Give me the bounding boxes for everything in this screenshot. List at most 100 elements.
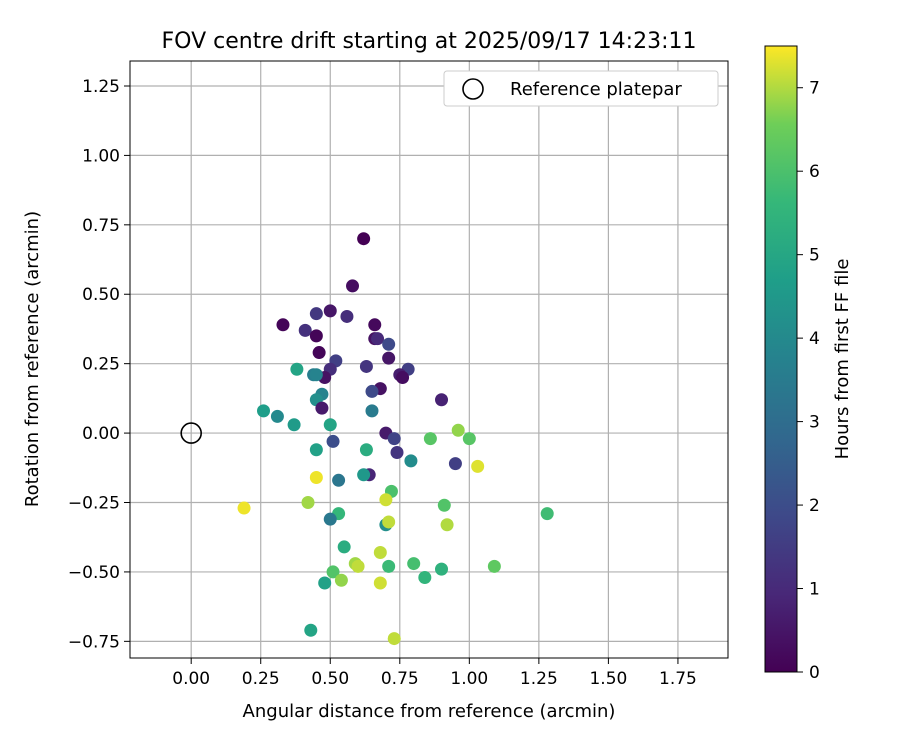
data-point <box>351 559 365 573</box>
data-point <box>390 446 404 460</box>
data-point <box>237 501 251 515</box>
data-point <box>462 432 476 446</box>
y-tick-label: −0.50 <box>68 563 120 583</box>
data-point <box>309 443 323 457</box>
data-point <box>270 409 284 423</box>
data-point <box>323 512 337 526</box>
data-point <box>387 632 401 646</box>
y-tick-label: 0.00 <box>82 424 120 444</box>
data-point <box>368 318 382 332</box>
data-point <box>315 401 329 415</box>
data-point <box>440 518 454 532</box>
legend: Reference platepar <box>443 70 719 107</box>
colorbar-tick-label: 1 <box>809 580 820 600</box>
data-point <box>357 468 371 482</box>
y-tick-label: 0.25 <box>82 355 120 375</box>
y-tick-label: 1.25 <box>82 77 120 97</box>
data-point <box>365 384 379 398</box>
data-point <box>337 540 351 554</box>
data-point <box>276 318 290 332</box>
data-point <box>471 459 485 473</box>
colorbar-tick-label: 0 <box>809 663 820 683</box>
y-tick-label: 0.75 <box>82 216 120 236</box>
data-point <box>448 457 462 471</box>
x-tick-label: 1.00 <box>450 669 488 689</box>
data-point <box>451 423 465 437</box>
data-points <box>237 232 554 646</box>
data-point <box>312 346 326 360</box>
colorbar-label: Hours from first FF file <box>832 259 853 460</box>
x-tick-label: 1.75 <box>659 669 697 689</box>
data-point <box>287 418 301 432</box>
data-point <box>334 573 348 587</box>
data-point <box>332 473 346 487</box>
data-point <box>357 232 371 246</box>
data-point <box>359 359 373 373</box>
colorbar-gradient <box>764 45 798 673</box>
data-point <box>382 559 396 573</box>
data-point <box>418 570 432 584</box>
data-point <box>340 309 354 323</box>
data-point <box>437 498 451 512</box>
data-point <box>346 279 360 293</box>
data-point <box>359 443 373 457</box>
data-point <box>326 434 340 448</box>
y-tick-label: −0.75 <box>68 632 120 652</box>
data-point <box>435 393 449 407</box>
x-tick-label: 0.00 <box>172 669 210 689</box>
data-point <box>323 304 337 318</box>
data-point <box>298 323 312 337</box>
colorbar-tick-label: 4 <box>809 329 820 349</box>
chart-title: FOV centre drift starting at 2025/09/17 … <box>162 29 697 54</box>
data-point <box>435 562 449 576</box>
x-tick-label: 0.50 <box>311 669 349 689</box>
data-point <box>309 329 323 343</box>
colorbar-tick-label: 3 <box>809 413 820 433</box>
grid <box>130 61 728 658</box>
colorbar-ticks: 0 1 2 3 4 5 6 7 <box>797 79 820 683</box>
data-point <box>323 418 337 432</box>
data-point <box>387 432 401 446</box>
data-point <box>382 337 396 351</box>
x-tick-label: 0.75 <box>381 669 419 689</box>
data-point <box>257 404 271 418</box>
axis-ticks: 0.00 0.25 0.50 0.75 1.00 1.25 1.50 1.75 −0.75 −0.… <box>68 77 697 689</box>
data-point <box>309 368 323 382</box>
y-tick-label: 1.00 <box>82 146 120 166</box>
data-point <box>318 576 332 590</box>
y-tick-label: −0.25 <box>68 494 120 514</box>
colorbar-tick-label: 7 <box>809 79 820 99</box>
legend-box <box>443 70 719 107</box>
data-point <box>373 576 387 590</box>
data-point <box>304 623 318 637</box>
reference-layer <box>180 422 202 444</box>
reference-platepar-marker <box>180 422 202 444</box>
x-tick-label: 1.50 <box>589 669 627 689</box>
colorbar-tick-label: 2 <box>809 496 820 516</box>
data-point <box>404 454 418 468</box>
y-axis-label: Rotation from reference (arcmin) <box>22 211 43 507</box>
data-point <box>382 515 396 529</box>
x-tick-label: 1.25 <box>520 669 558 689</box>
data-point <box>309 307 323 321</box>
data-point <box>326 565 340 579</box>
data-point <box>373 545 387 559</box>
colorbar-tick-label: 5 <box>809 246 820 266</box>
data-point <box>365 404 379 418</box>
data-point <box>382 351 396 365</box>
x-tick-label: 0.25 <box>242 669 280 689</box>
data-point <box>540 507 554 521</box>
x-axis-label: Angular distance from reference (arcmin) <box>243 701 616 722</box>
legend-label-reference: Reference platepar <box>510 79 682 100</box>
data-point <box>487 559 501 573</box>
colorbar-tick-label: 6 <box>809 162 820 182</box>
y-tick-label: 0.50 <box>82 285 120 305</box>
data-point <box>396 371 410 385</box>
data-point <box>407 557 421 571</box>
data-point <box>290 362 304 376</box>
data-point <box>371 332 385 346</box>
data-point <box>379 493 393 507</box>
colorbar: 0 1 2 3 4 5 6 7 Hours from first FF file <box>764 45 853 683</box>
